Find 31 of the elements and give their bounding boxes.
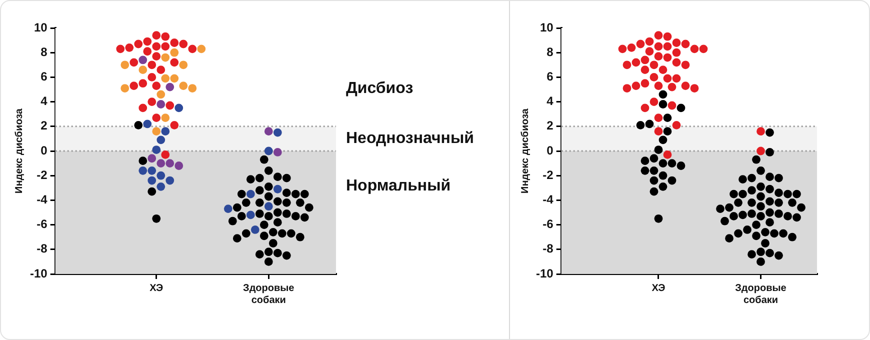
y-tick-label: -2 [542,168,554,182]
y-tick-label: 10 [540,20,554,34]
y-tick-label: 8 [546,44,554,59]
x-tick-label: ХЭ [652,282,666,294]
y-tick-label: -8 [542,242,554,256]
y-tick-label: -10 [536,266,554,280]
y-axis-title: Индекс дисбиоза [520,108,531,194]
x-tick-label: Здоровые собаки [735,282,787,306]
y-tick-label: -10 [30,266,48,280]
y-tick-label: 2 [40,118,48,133]
y-tick-label: 4 [40,94,48,108]
y-tick-label: 2 [546,118,554,133]
y-tick-label: 4 [546,94,554,108]
y-tick-label: -6 [36,217,48,232]
y-tick-label: 6 [40,70,48,84]
band-label: Нормальный [346,177,451,194]
y-tick-label: 10 [34,20,48,34]
y-tick-label: 8 [40,44,48,59]
band-label: Неоднозначный [346,130,474,148]
y-tick-label: -6 [542,217,554,232]
y-tick-label: 0 [40,143,48,158]
y-tick-label: -8 [36,242,48,256]
x-tick-label: Здоровые собаки [243,282,295,306]
y-tick-label: 6 [546,70,554,84]
y-tick-label: -2 [36,168,48,182]
y-tick-label: -4 [542,192,554,207]
band-label: Дисбиоз [346,80,414,97]
x-tick-label: ХЭ [150,282,164,294]
y-tick-label: 0 [546,143,554,158]
y-axis-title: Индекс дисбиоза [14,108,25,194]
y-tick-label: -4 [36,192,48,207]
